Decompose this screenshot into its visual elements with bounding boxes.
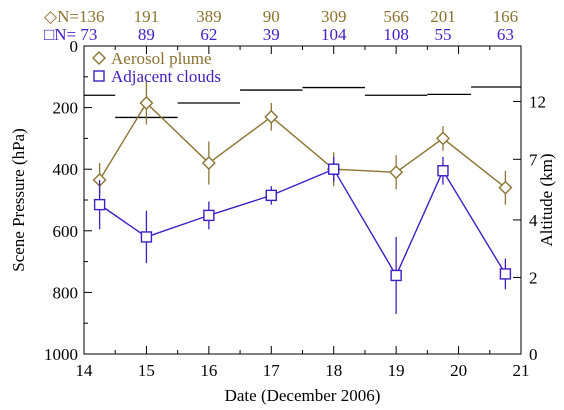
data-point xyxy=(203,209,215,222)
data-point xyxy=(390,269,402,282)
y2-tick-label: 2 xyxy=(529,268,538,287)
sample-count: 309 xyxy=(321,7,347,26)
x-tick-label: 20 xyxy=(450,361,467,380)
y-tick-label: 0 xyxy=(70,37,79,56)
data-point xyxy=(93,198,106,211)
legend-label: Aerosol plume xyxy=(111,49,212,68)
sample-count: 201 xyxy=(430,7,456,26)
sample-count: 104 xyxy=(321,25,347,44)
y2-axis-label: Altitude (km) xyxy=(537,153,556,246)
data-point xyxy=(389,165,404,180)
y-tick-label: 1000 xyxy=(44,345,78,364)
x-tick-label: 18 xyxy=(325,361,342,380)
sample-count-rows: ◇N=136 191 389 90 309 566 201 166 □N= 73 89 62 39 10… xyxy=(44,7,518,44)
series-line xyxy=(99,168,506,277)
sample-count: 566 xyxy=(383,7,409,26)
legend-marker xyxy=(92,51,106,65)
data-point xyxy=(264,109,279,124)
sample-count: 55 xyxy=(434,25,451,44)
sample-count: ◇N=136 xyxy=(44,7,104,26)
x-tick-label: 17 xyxy=(263,361,281,380)
sample-count: 191 xyxy=(134,7,160,26)
legend-marker xyxy=(93,70,105,82)
y2-tick-label: 12 xyxy=(529,92,546,111)
series-aerosol-plume xyxy=(92,81,513,205)
sample-count: 90 xyxy=(263,7,280,26)
y-tick-label: 400 xyxy=(53,160,79,179)
sample-count: 39 xyxy=(263,25,280,44)
plot-area xyxy=(84,81,521,314)
x-axis-label: Date (December 2006) xyxy=(225,386,381,405)
y2-tick-label: 7 xyxy=(529,150,538,169)
y2-tick-label: 0 xyxy=(529,345,538,364)
sample-count: 166 xyxy=(493,7,519,26)
x-tick-label: 19 xyxy=(388,361,405,380)
y-tick-label: 600 xyxy=(53,222,79,241)
x-tick-label: 16 xyxy=(200,361,217,380)
sample-count: 389 xyxy=(196,7,222,26)
sample-count: 108 xyxy=(383,25,409,44)
plot-frame xyxy=(83,45,522,355)
data-point xyxy=(201,156,216,171)
sample-count: □N= 73 xyxy=(44,25,97,44)
y-axis-label: Scene Pressure (hPa) xyxy=(9,128,28,272)
data-point xyxy=(499,268,512,280)
sample-count: 62 xyxy=(200,25,217,44)
legend-label: Adjacent clouds xyxy=(111,67,221,86)
sample-count: 89 xyxy=(138,25,155,44)
y-tick-label: 200 xyxy=(53,99,79,118)
data-point xyxy=(498,180,513,195)
x-tick-label: 15 xyxy=(138,361,155,380)
x-tick-label: 21 xyxy=(513,361,530,380)
x-tick-label: 14 xyxy=(76,361,94,380)
data-point xyxy=(140,231,153,243)
data-point xyxy=(265,189,277,202)
data-point xyxy=(139,95,154,110)
data-point xyxy=(437,165,449,177)
sample-count: 63 xyxy=(497,25,514,44)
series-adjacent-clouds xyxy=(93,156,512,314)
data-point xyxy=(328,163,340,175)
y-tick-label: 800 xyxy=(53,283,79,302)
data-point xyxy=(435,131,450,146)
y2-tick-label: 4 xyxy=(529,211,538,230)
series-line xyxy=(99,101,506,189)
